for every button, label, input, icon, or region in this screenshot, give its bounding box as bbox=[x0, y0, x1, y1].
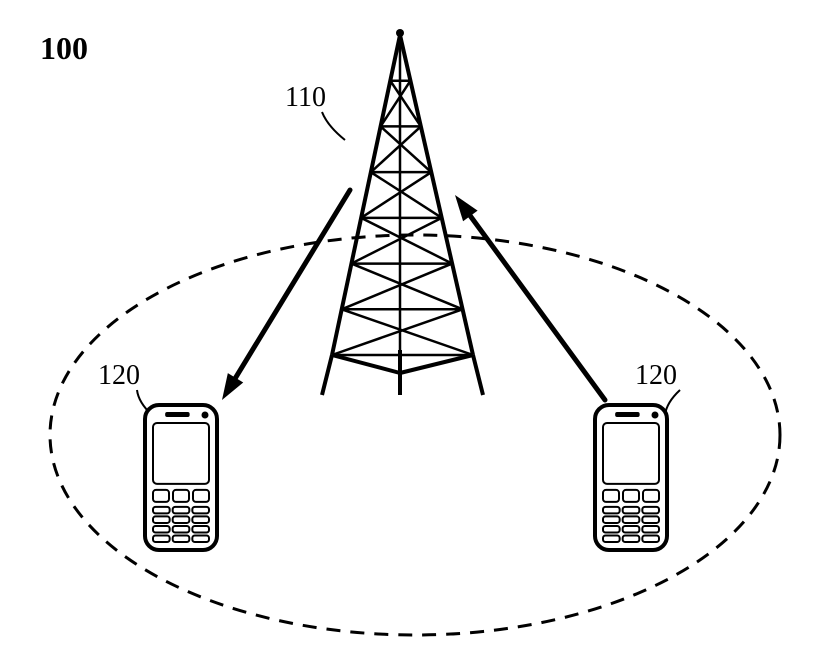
diagram-svg bbox=[0, 0, 819, 663]
cell-tower-icon bbox=[322, 29, 483, 395]
figure-canvas: 100 110 120 120 bbox=[0, 0, 819, 663]
phone-right-icon bbox=[595, 405, 667, 550]
phone-left-icon bbox=[145, 405, 217, 550]
